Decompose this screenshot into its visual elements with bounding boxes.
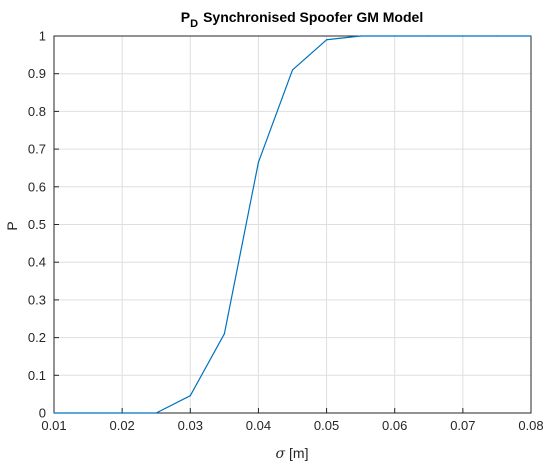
- data-point: [530, 35, 532, 37]
- x-axis-label-unit: [m]: [289, 445, 308, 461]
- y-tick-label: 0.3: [28, 292, 46, 307]
- y-tick-label: 0.5: [28, 217, 46, 232]
- x-tick-label: 0.05: [314, 418, 339, 433]
- y-tick-label: 0.1: [28, 368, 46, 383]
- x-tick-label: 0.07: [450, 418, 475, 433]
- y-axis-label: P: [4, 221, 20, 230]
- data-point: [291, 69, 294, 71]
- y-tick-label: 0: [39, 406, 46, 421]
- x-tick-label: 0.06: [382, 418, 407, 433]
- series-layer: [53, 35, 532, 414]
- title-main: P: [181, 9, 190, 25]
- data-point: [155, 412, 157, 414]
- x-tick-label: 0.02: [109, 418, 134, 433]
- data-point: [189, 395, 191, 397]
- chart-title: PD Synchronised Spoofer GM Model: [181, 9, 423, 30]
- data-point: [257, 161, 260, 163]
- y-tick-label: 1: [39, 29, 46, 44]
- x-tick-label: 0.04: [246, 418, 271, 433]
- title-subscript: D: [190, 18, 198, 30]
- y-tick-label: 0.2: [28, 330, 46, 345]
- data-point: [496, 35, 498, 37]
- y-tick-label: 0.4: [28, 255, 46, 270]
- y-tick-label: 0.7: [28, 142, 46, 157]
- data-point: [53, 412, 55, 414]
- data-point: [462, 35, 464, 37]
- y-tick-label: 0.8: [28, 104, 46, 119]
- data-point: [428, 35, 430, 37]
- data-point: [121, 412, 123, 414]
- title-rest: Synchronised Spoofer GM Model: [203, 9, 423, 25]
- data-point: [223, 333, 225, 335]
- x-tick-label: 0.08: [518, 418, 543, 433]
- data-point: [87, 412, 89, 414]
- data-point: [394, 35, 396, 37]
- y-tick-label: 0.9: [28, 66, 46, 81]
- axis-ticks: 0.01 0.02 0.03 0.04 0.05 0.06 0.07 0.08 0 0.1 0.2 0…: [28, 29, 544, 434]
- data-point: [360, 35, 362, 37]
- x-axis-label-symbol: σ: [275, 446, 285, 462]
- x-axis-label: σ [m]: [275, 445, 308, 462]
- x-tick-label: 0.03: [178, 418, 203, 433]
- data-point: [325, 39, 328, 41]
- x-tick-label: 0.01: [41, 418, 66, 433]
- y-tick-label: 0.6: [28, 179, 46, 194]
